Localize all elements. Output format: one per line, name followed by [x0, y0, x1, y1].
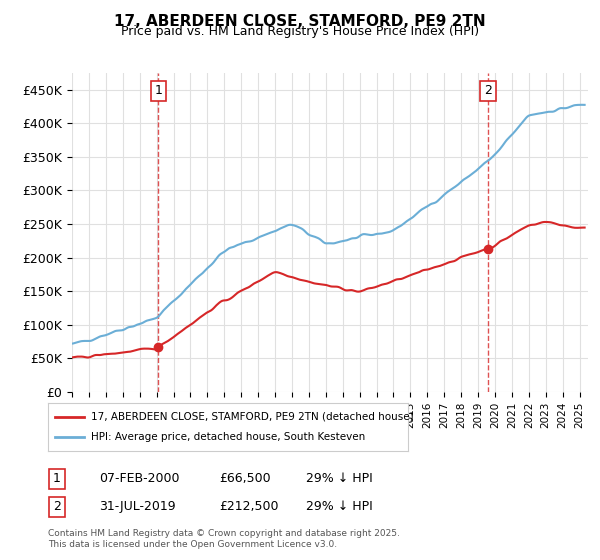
Text: 2: 2: [53, 500, 61, 514]
Text: £66,500: £66,500: [219, 472, 271, 486]
Text: Contains HM Land Registry data © Crown copyright and database right 2025.
This d: Contains HM Land Registry data © Crown c…: [48, 529, 400, 549]
Text: 31-JUL-2019: 31-JUL-2019: [99, 500, 176, 514]
Text: 1: 1: [53, 472, 61, 486]
Text: 2: 2: [484, 85, 492, 97]
Text: 1: 1: [154, 85, 162, 97]
Text: HPI: Average price, detached house, South Kesteven: HPI: Average price, detached house, Sout…: [91, 432, 365, 442]
Text: Price paid vs. HM Land Registry's House Price Index (HPI): Price paid vs. HM Land Registry's House …: [121, 25, 479, 38]
Text: 07-FEB-2000: 07-FEB-2000: [99, 472, 179, 486]
Text: 17, ABERDEEN CLOSE, STAMFORD, PE9 2TN (detached house): 17, ABERDEEN CLOSE, STAMFORD, PE9 2TN (d…: [91, 412, 414, 422]
Text: 17, ABERDEEN CLOSE, STAMFORD, PE9 2TN: 17, ABERDEEN CLOSE, STAMFORD, PE9 2TN: [114, 14, 486, 29]
Text: 29% ↓ HPI: 29% ↓ HPI: [306, 472, 373, 486]
Text: £212,500: £212,500: [219, 500, 278, 514]
Text: 29% ↓ HPI: 29% ↓ HPI: [306, 500, 373, 514]
